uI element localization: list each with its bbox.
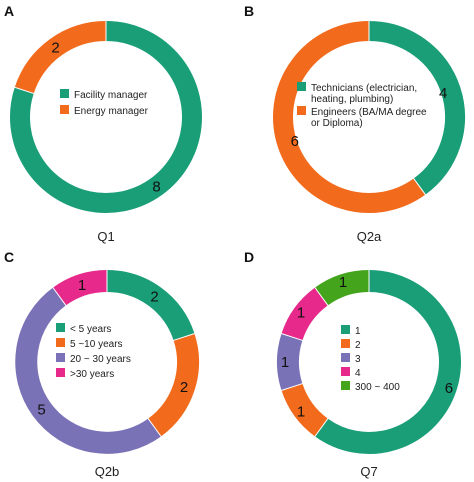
donut-q2b: 2 2 5 1 < 5 years 5 ~10 years 20 ~ 30 years >30…: [15, 269, 199, 454]
slice-value-label: 1: [78, 277, 86, 294]
slice-value-label: 4: [439, 85, 447, 102]
panel-letter-c: C: [4, 249, 14, 265]
panel-d: D 6 1 1 1 1 1 2 3 4 300 ~ 400 Q7: [244, 249, 461, 479]
donut-slice: [52, 270, 108, 306]
legend-label: 2: [355, 340, 361, 351]
slice-value-label: 5: [37, 402, 45, 419]
panel-c: C 2 2 5 1 < 5 years 5 ~10 years 20 ~ 30 years >…: [4, 249, 199, 479]
slice-separator: [412, 177, 427, 196]
legend-swatch: [341, 325, 350, 334]
donut-slice: [147, 333, 199, 437]
donut-slice: [281, 287, 329, 341]
donut-slice: [368, 21, 465, 195]
legend-label: 300 ~ 400: [355, 382, 400, 393]
slice-value-label: 6: [291, 133, 299, 150]
panel-a: A 2 8 Facility manager Energy manager Q1: [4, 3, 202, 244]
donut-slice: [14, 21, 107, 94]
legend-swatch: [56, 353, 65, 362]
panel-b: B 4 6 Technicians (electrician,heating, pl…: [244, 3, 465, 244]
legend-label: 3: [355, 354, 361, 365]
donut-q1: 2 8 Facility manager Energy manager: [10, 20, 202, 213]
donut-slice: [10, 21, 202, 213]
legend-swatch: [297, 82, 306, 91]
legend-swatch: [341, 339, 350, 348]
donut-slice: [15, 287, 162, 454]
donut-slice: [277, 333, 303, 391]
legend: Technicians (electrician,heating, plumbi…: [297, 82, 427, 129]
legend-swatch: [56, 338, 65, 347]
legend-label: heating, plumbing): [311, 94, 393, 105]
legend-swatch: [341, 353, 350, 362]
legend-swatch: [341, 367, 350, 376]
panel-letter-b: B: [244, 3, 254, 19]
chart-title-q7: Q7: [360, 464, 377, 479]
donut-slice: [273, 21, 426, 213]
legend-swatch: [297, 106, 306, 115]
donut-q2a: 4 6 Technicians (electrician,heating, plum…: [273, 20, 465, 213]
slice-separator: [147, 417, 163, 438]
panel-letter-d: D: [244, 249, 254, 265]
slice-value-label: 2: [180, 379, 188, 396]
slice-separator: [13, 86, 35, 95]
legend-swatch: [60, 105, 69, 114]
legend: < 5 years 5 ~10 years 20 ~ 30 years >30 yea…: [56, 323, 131, 380]
legend: 1 2 3 4 300 ~ 400: [341, 325, 400, 393]
chart-title-q2b: Q2b: [95, 464, 120, 479]
chart-title-q1: Q1: [97, 229, 114, 244]
slice-separator: [280, 332, 304, 342]
legend-label: Engineers (BA/MA degree: [311, 107, 427, 118]
legend-swatch: [60, 89, 69, 98]
slice-value-label: 1: [281, 354, 289, 371]
legend-label: 5 ~10 years: [70, 339, 123, 350]
legend-swatch: [56, 323, 65, 332]
slice-separator: [313, 417, 329, 438]
slice-value-label: 8: [152, 179, 160, 196]
slice-value-label: 1: [339, 274, 347, 291]
slice-value-label: 1: [297, 403, 305, 420]
legend-label: or Diploma): [311, 118, 363, 129]
donut-slice: [314, 270, 370, 306]
slice-value-label: 6: [445, 380, 453, 397]
legend-swatch: [56, 368, 65, 377]
slice-value-label: 2: [51, 39, 59, 56]
slice-separator: [313, 286, 329, 307]
slice-separator: [172, 332, 196, 342]
slice-value-label: 1: [297, 305, 305, 322]
legend-label: 20 ~ 30 years: [70, 354, 131, 365]
legend: Facility manager Energy manager: [60, 89, 149, 117]
legend-swatch: [341, 381, 350, 390]
legend-label: Facility manager: [74, 90, 148, 101]
donut-slice: [314, 270, 461, 454]
legend-label: Technicians (electrician,: [311, 83, 417, 94]
panel-letter-a: A: [4, 3, 14, 19]
legend-label: 1: [355, 326, 361, 337]
legend-label: Energy manager: [74, 106, 149, 117]
donut-slice: [281, 383, 329, 437]
donut-slice: [106, 270, 195, 341]
legend-label: >30 years: [70, 369, 114, 380]
slice-value-label: 2: [150, 289, 158, 306]
slice-separator: [280, 382, 304, 392]
legend-label: 4: [355, 368, 361, 379]
donut-q7: 6 1 1 1 1 1 2 3 4 300 ~ 400: [277, 269, 461, 454]
chart-title-q2a: Q2a: [357, 229, 382, 244]
slice-separator: [51, 286, 67, 307]
legend-label: < 5 years: [70, 324, 111, 335]
